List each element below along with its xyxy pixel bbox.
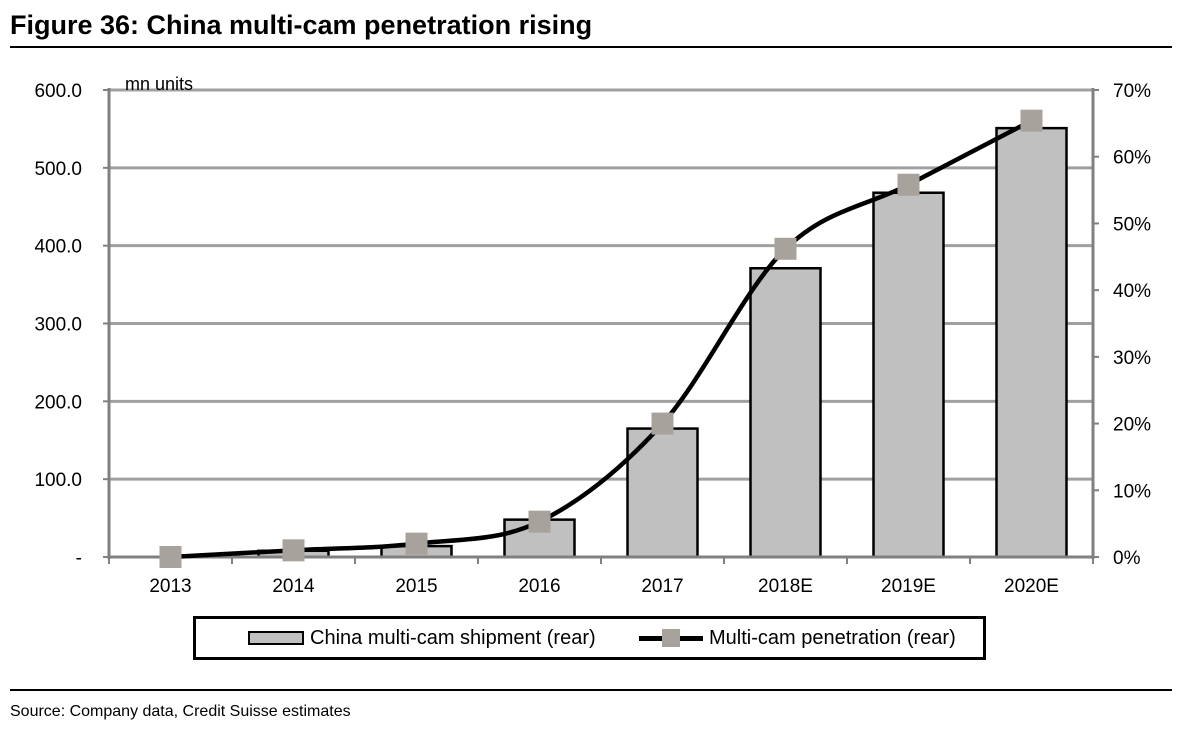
right-tick-label: 50% [1113, 214, 1151, 235]
x-tick-label: 2014 [272, 576, 315, 597]
left-tick-label: - [76, 548, 82, 569]
right-tick-label: 70% [1113, 81, 1151, 102]
marker-2015 [405, 532, 428, 555]
bar-2018E [749, 266, 822, 559]
x-tick-label: 2018E [758, 576, 813, 597]
left-tick-label: 100.0 [34, 470, 82, 491]
legend-label-penetration: Multi-cam penetration (rear) [709, 626, 956, 649]
x-tick-label: 2019E [881, 576, 936, 597]
right-tick-label: 20% [1113, 415, 1151, 436]
x-tick-label: 2013 [149, 576, 191, 597]
legend-bar-swatch [248, 631, 304, 645]
x-tick-label: 2016 [518, 576, 560, 597]
legend-line-swatch [639, 628, 703, 648]
chart-legend: China multi-cam shipment (rear) Multi-ca… [193, 616, 986, 660]
marker-2019E [897, 173, 920, 196]
title-rule [10, 46, 1172, 48]
marker-2020E [1020, 109, 1043, 132]
left-axis-unit-label: mn units [125, 74, 193, 94]
right-tick-label: 30% [1113, 348, 1151, 369]
bar-2019E [872, 191, 945, 559]
bar-2020E [995, 126, 1068, 559]
marker-2018E [774, 237, 797, 260]
penetration-line [170, 118, 1033, 560]
right-tick-label: 60% [1113, 148, 1151, 169]
source-note: Source: Company data, Credit Suisse esti… [10, 703, 351, 720]
left-tick-label: 500.0 [34, 159, 82, 180]
marker-2014 [282, 539, 305, 562]
left-tick-label: 600.0 [34, 81, 82, 102]
x-tick-label: 2015 [395, 576, 437, 597]
left-tick-label: 300.0 [34, 315, 82, 336]
legend-label-shipment: China multi-cam shipment (rear) [310, 626, 596, 649]
figure-title: Figure 36: China multi-cam penetration r… [10, 10, 593, 40]
right-tick-label: 0% [1113, 548, 1141, 569]
right-tick-label: 40% [1113, 281, 1151, 302]
x-tick-label: 2017 [641, 576, 683, 597]
legend-item-shipment: China multi-cam shipment (rear) [248, 619, 596, 657]
marker-2016 [528, 510, 551, 533]
source-rule [10, 689, 1172, 691]
marker-2013 [159, 546, 182, 568]
left-tick-label: 400.0 [34, 237, 82, 258]
right-tick-label: 10% [1113, 481, 1151, 502]
combo-chart: - 100.0 200.0 300.0 400.0 500.0 600.0 0% 10% 20% 3… [34, 74, 1151, 597]
x-tick-label: 2020E [1004, 576, 1059, 597]
marker-2017 [651, 412, 674, 435]
left-tick-label: 200.0 [34, 392, 82, 413]
legend-item-penetration: Multi-cam penetration (rear) [639, 619, 956, 657]
